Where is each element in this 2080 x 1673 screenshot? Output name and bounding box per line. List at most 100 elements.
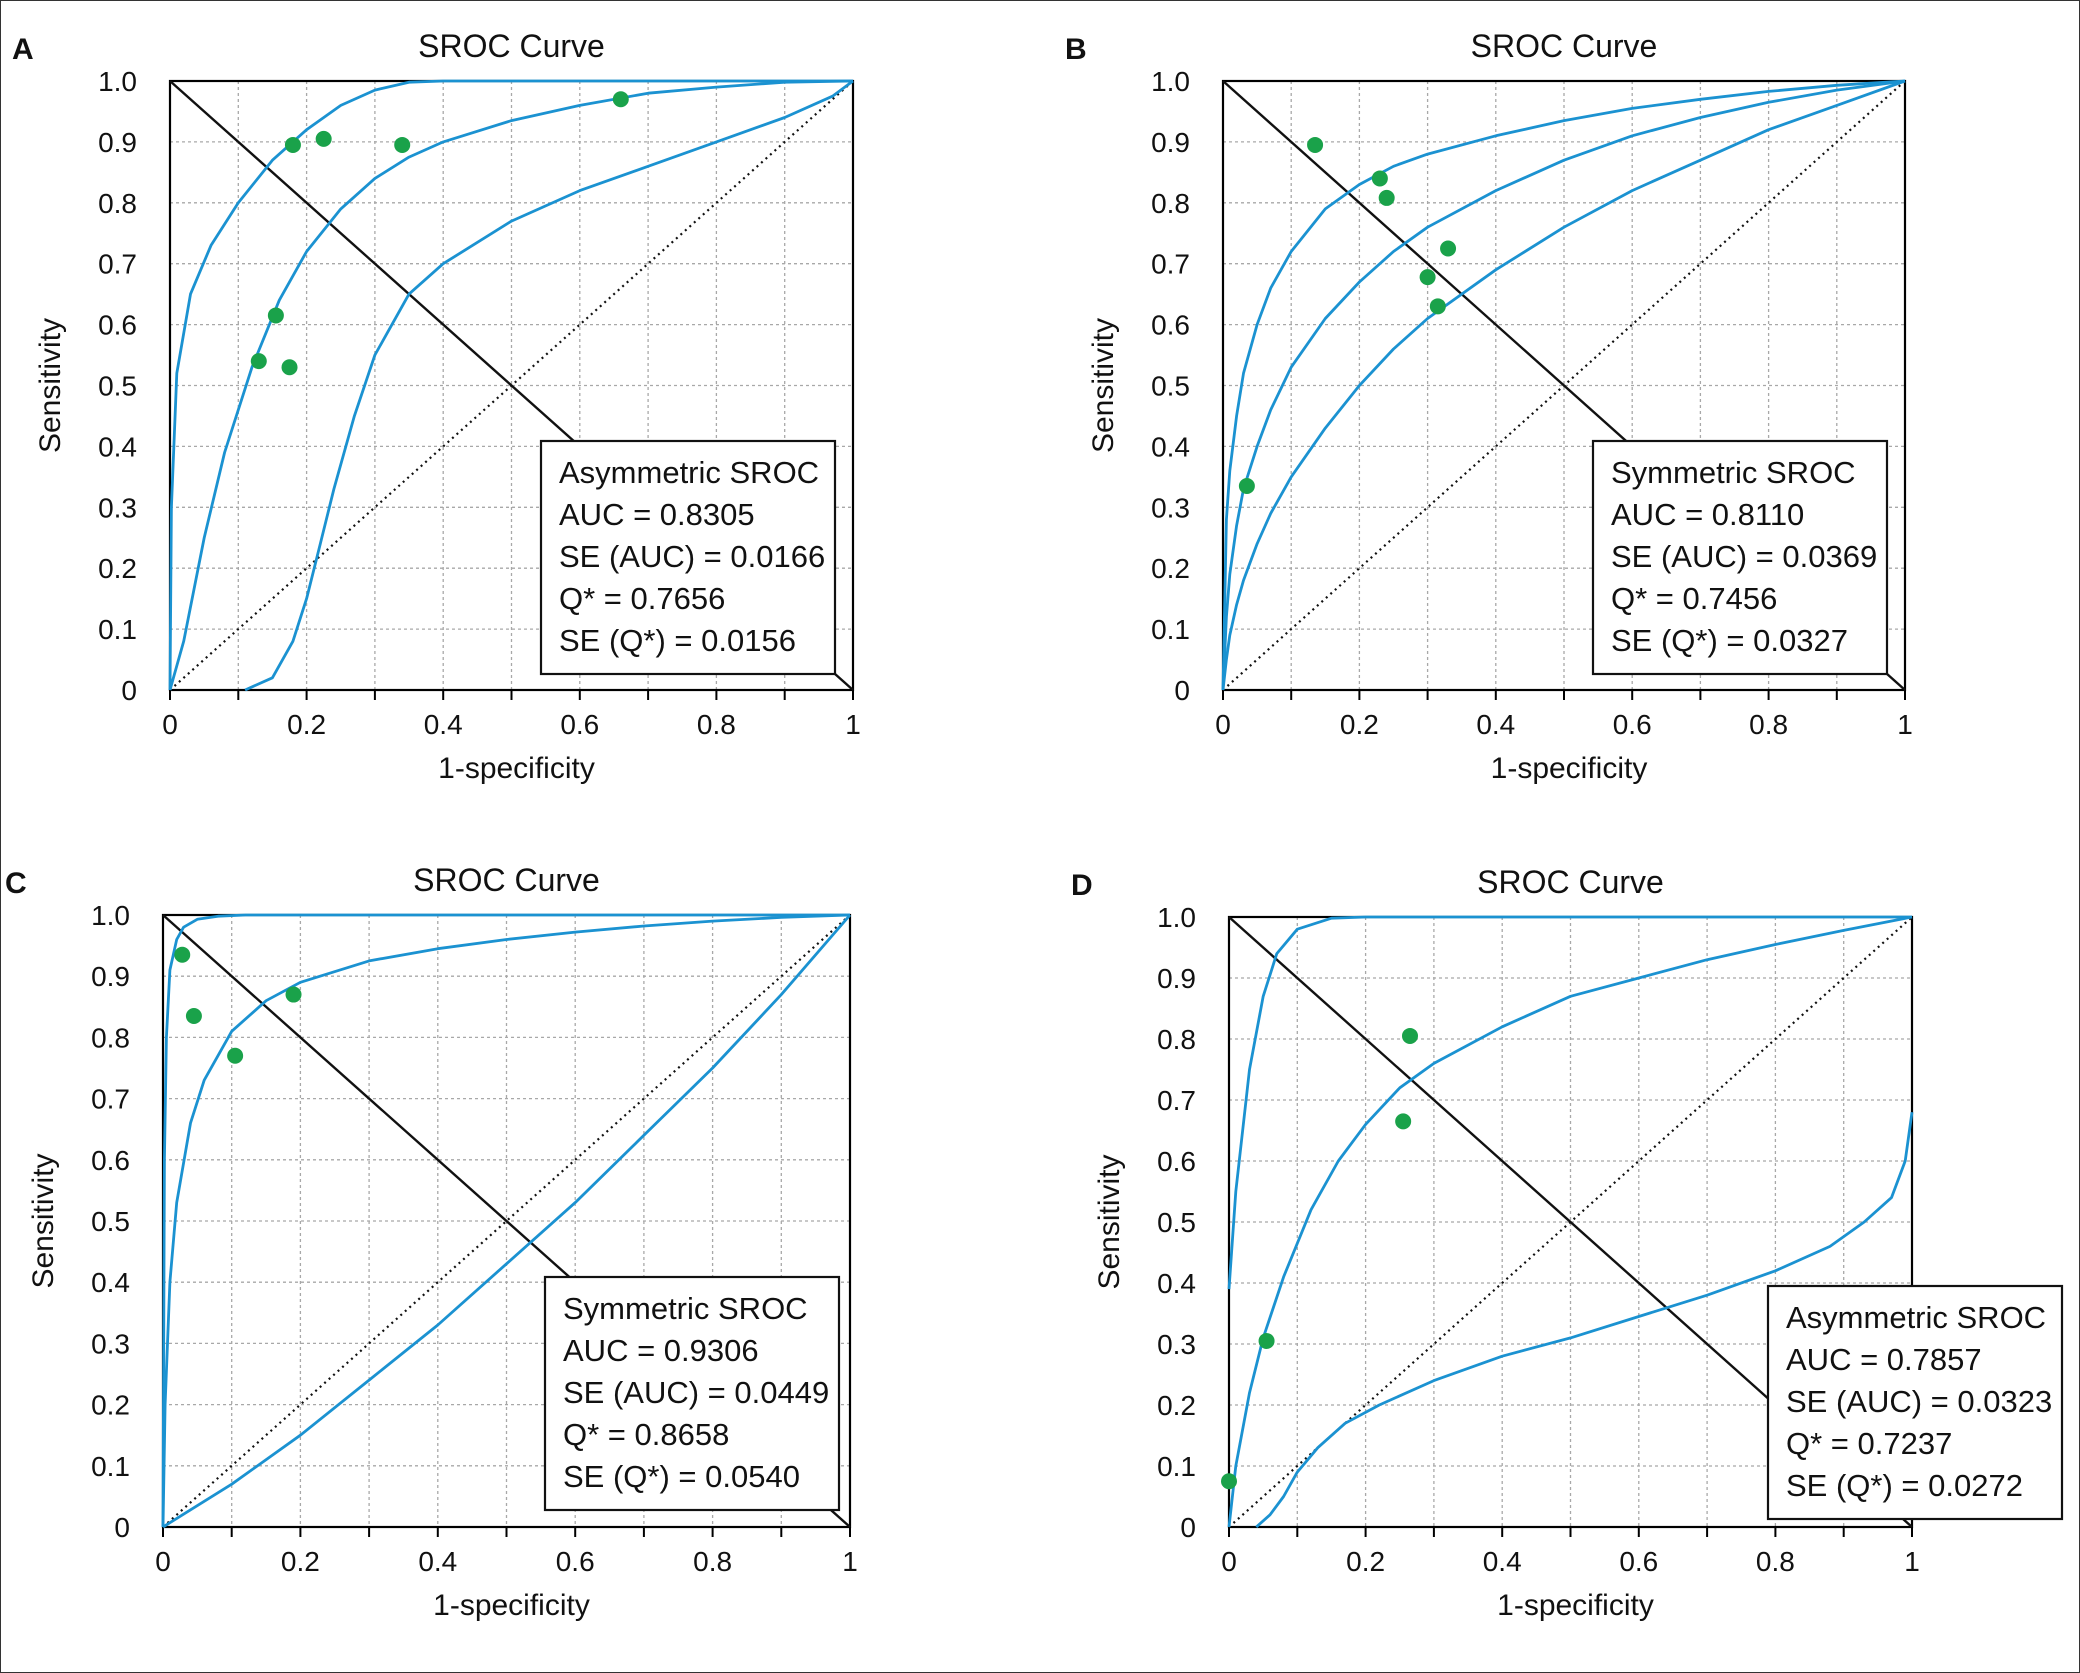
y-axis-label: Sensitivity (34, 318, 67, 453)
study-point (1238, 477, 1255, 494)
stats-line: Q* = 0.8658 (563, 1417, 729, 1452)
study-point (250, 353, 267, 370)
stats-line: Q* = 0.7656 (559, 581, 725, 616)
x-axis-label: 1-specificity (433, 1589, 590, 1622)
study-point (1440, 240, 1457, 257)
study-point (281, 359, 298, 376)
study-point (227, 1047, 244, 1064)
x-tick-label: 1 (1897, 709, 1913, 740)
stats-box (1591, 439, 1889, 676)
y-tick-label: 0.3 (1157, 1329, 1196, 1360)
y-tick-label: 0.5 (1151, 371, 1190, 402)
chart-title: SROC Curve (418, 28, 605, 64)
panel-letter: B (1065, 33, 1087, 66)
y-tick-label: 0 (1180, 1512, 1196, 1543)
stats-line: SE (Q*) = 0.0327 (1611, 623, 1848, 658)
y-axis-label: Sensitivity (27, 1153, 60, 1288)
sroc-curve-3 (1221, 79, 1906, 691)
x-tick-label: 0.4 (418, 1546, 457, 1577)
x-axis-label: 1-specificity (1497, 1589, 1654, 1622)
y-tick-label: 0.6 (91, 1145, 130, 1176)
y-tick-label: 0.9 (1157, 963, 1196, 994)
chart-panel-c: 0 0.2 0.4 0.6 0.8 1 0 0.1 0.2 0.3 0.4 0.5 0.6 0.7 0.8 0… (5, 862, 858, 1622)
y-tick-label: 1.0 (91, 900, 130, 931)
stats-line: Symmetric SROC (1611, 455, 1856, 490)
x-tick-label: 0.4 (424, 709, 463, 740)
study-point (1258, 1332, 1275, 1349)
sroc-curve-1 (168, 79, 853, 691)
y-tick-label: 0.2 (91, 1390, 130, 1421)
chart-panel-b: 0 0.2 0.4 0.6 0.8 1 0 0.1 0.2 0.3 0.4 0.5 0.6 0.7 0.8 0… (1065, 28, 1913, 785)
x-axis-label: 1-specificity (438, 752, 595, 785)
sroc-curve-3 (244, 79, 854, 692)
sroc-curve-1 (161, 913, 850, 1528)
y-tick-label: 0.4 (98, 431, 137, 462)
stats-box (1766, 1284, 2064, 1521)
y-tick-label: 0.7 (1157, 1085, 1196, 1116)
y-tick-label: 1.0 (98, 66, 137, 97)
y-tick-label: 0.8 (1157, 1024, 1196, 1055)
study-point (285, 986, 302, 1003)
stats-line: AUC = 0.9306 (563, 1333, 759, 1368)
stats-line: SE (AUC) = 0.0449 (563, 1375, 829, 1410)
x-tick-label: 0.6 (1619, 1546, 1658, 1577)
panel-letter: A (12, 33, 34, 66)
y-tick-label: 0.2 (1151, 553, 1190, 584)
stats-line: SE (AUC) = 0.0323 (1786, 1384, 2052, 1419)
y-tick-label: 0.1 (1151, 614, 1190, 645)
study-point (1371, 170, 1388, 187)
y-tick-label: 0.7 (91, 1084, 130, 1115)
sroc-curve-2 (1227, 915, 1913, 1528)
y-tick-label: 0.3 (91, 1328, 130, 1359)
x-tick-label: 0 (1215, 709, 1231, 740)
x-tick-label: 0.6 (1613, 709, 1652, 740)
chart-title: SROC Curve (1471, 28, 1658, 64)
y-tick-label: 0.1 (98, 614, 137, 645)
y-tick-label: 0.9 (98, 127, 137, 158)
stats-line: SE (AUC) = 0.0369 (1611, 539, 1877, 574)
y-tick-label: 0.3 (98, 492, 137, 523)
y-tick-label: 0.6 (98, 310, 137, 341)
study-point (1378, 189, 1395, 206)
y-tick-label: 0.1 (91, 1451, 130, 1482)
y-tick-label: 0.2 (98, 553, 137, 584)
x-tick-label: 0 (1221, 1546, 1237, 1577)
sroc-curve-2 (1221, 79, 1906, 691)
study-point (315, 130, 332, 147)
sroc-curve-1 (1221, 79, 1906, 691)
y-tick-label: 0.7 (1151, 249, 1190, 280)
study-point (185, 1007, 202, 1024)
x-tick-label: 0.2 (1340, 709, 1379, 740)
y-tick-label: 0.6 (1151, 310, 1190, 341)
x-tick-label: 1 (845, 709, 861, 740)
study-point (267, 307, 284, 324)
x-tick-label: 0.8 (693, 1546, 732, 1577)
panel-letter: C (5, 867, 27, 900)
stats-line: SE (AUC) = 0.0166 (559, 539, 825, 574)
y-tick-label: 0 (114, 1512, 130, 1543)
study-point (394, 136, 411, 153)
study-point (1395, 1113, 1412, 1130)
y-tick-label: 0.4 (1157, 1268, 1196, 1299)
stats-line: Symmetric SROC (563, 1291, 808, 1326)
chart-panel-a: 0 0.2 0.4 0.6 0.8 1 0 0.1 0.2 0.3 0.4 0.5 0.6 0.7 0.8 0… (12, 28, 861, 785)
chart-panel-d: 0 0.2 0.4 0.6 0.8 1 0 0.1 0.2 0.3 0.4 0.5 0.6 0.7 0.8 0… (1071, 864, 2064, 1622)
stats-line: Q* = 0.7456 (1611, 581, 1777, 616)
sroc-curve-1 (1227, 915, 1912, 1290)
y-axis-label: Sensitivity (1087, 318, 1120, 453)
stats-box (539, 439, 837, 676)
y-tick-label: 0.4 (1151, 431, 1190, 462)
x-tick-label: 1 (842, 1546, 858, 1577)
study-point (284, 136, 301, 153)
y-tick-label: 0.7 (98, 249, 137, 280)
stats-box (543, 1275, 841, 1512)
y-tick-label: 0.8 (1151, 188, 1190, 219)
y-tick-label: 0.4 (91, 1267, 130, 1298)
x-tick-label: 0.6 (560, 709, 599, 740)
y-tick-label: 0.5 (1157, 1207, 1196, 1238)
y-axis-label: Sensitivity (1093, 1154, 1126, 1289)
stats-line: Asymmetric SROC (559, 455, 819, 490)
y-tick-label: 0.8 (91, 1022, 130, 1053)
